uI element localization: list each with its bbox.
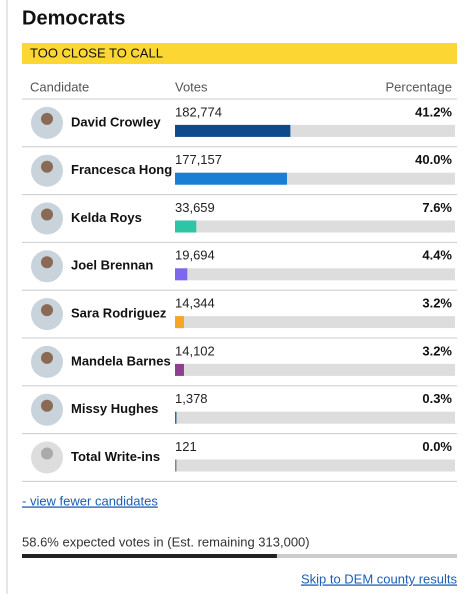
vote-count: 14,102 xyxy=(175,343,215,358)
bar xyxy=(175,459,177,472)
status-text: TOO CLOSE TO CALL xyxy=(30,45,163,60)
candidate-name: Joel Brennan xyxy=(71,258,153,273)
bar-track xyxy=(175,363,455,376)
avatar-head xyxy=(41,112,53,125)
title: Democrats xyxy=(22,7,125,29)
percentage: 7.6% xyxy=(422,200,452,215)
candidate-name: Kelda Roys xyxy=(71,210,142,225)
bar xyxy=(175,124,291,137)
bar xyxy=(175,316,184,329)
status-banner xyxy=(22,43,457,64)
percentage: 0.3% xyxy=(422,391,452,406)
avatar-head xyxy=(41,351,53,364)
percentage: 4.4% xyxy=(422,248,452,263)
candidate-name: Total Write-ins xyxy=(71,449,160,464)
vote-count: 14,344 xyxy=(175,296,215,311)
bar-track xyxy=(175,459,455,472)
avatar-head xyxy=(41,304,53,317)
bar-track xyxy=(175,316,455,329)
avatar-head xyxy=(41,256,53,269)
bar xyxy=(175,363,184,376)
progress-bar xyxy=(22,554,277,558)
avatar-head xyxy=(41,208,53,221)
candidate-name: Francesca Hong xyxy=(71,162,172,177)
bar-track xyxy=(175,268,455,281)
bar-track xyxy=(175,411,455,424)
vote-count: 177,157 xyxy=(175,152,222,167)
candidate-name: Sara Rodriguez xyxy=(71,306,167,321)
avatar-head xyxy=(41,447,53,460)
bar xyxy=(175,172,287,185)
bar xyxy=(175,411,177,424)
column-header: Percentage xyxy=(386,79,453,94)
column-header: Votes xyxy=(175,79,208,94)
bar-track xyxy=(175,220,455,233)
toggle-link[interactable]: - view fewer candidates xyxy=(22,493,158,508)
avatar-head xyxy=(41,399,53,412)
county-link[interactable]: Skip to DEM county results xyxy=(301,571,458,586)
progress-text: 58.6% expected votes in (Est. remaining … xyxy=(22,534,310,549)
vote-count: 33,659 xyxy=(175,200,215,215)
bar xyxy=(175,220,197,233)
candidate-name: Missy Hughes xyxy=(71,401,158,416)
bar xyxy=(175,268,188,281)
vote-count: 19,694 xyxy=(175,248,215,263)
vote-count: 182,774 xyxy=(175,104,222,119)
candidate-name: David Crowley xyxy=(71,114,161,129)
percentage: 3.2% xyxy=(422,343,452,358)
percentage: 3.2% xyxy=(422,296,452,311)
column-header: Candidate xyxy=(30,79,89,94)
percentage: 41.2% xyxy=(415,104,452,119)
percentage: 40.0% xyxy=(415,152,452,167)
candidate-name: Mandela Barnes xyxy=(71,353,171,368)
vote-count: 1,378 xyxy=(175,391,208,406)
bar-track xyxy=(175,124,455,137)
vote-count: 121 xyxy=(175,439,197,454)
percentage: 0.0% xyxy=(422,439,452,454)
avatar-head xyxy=(41,160,53,173)
